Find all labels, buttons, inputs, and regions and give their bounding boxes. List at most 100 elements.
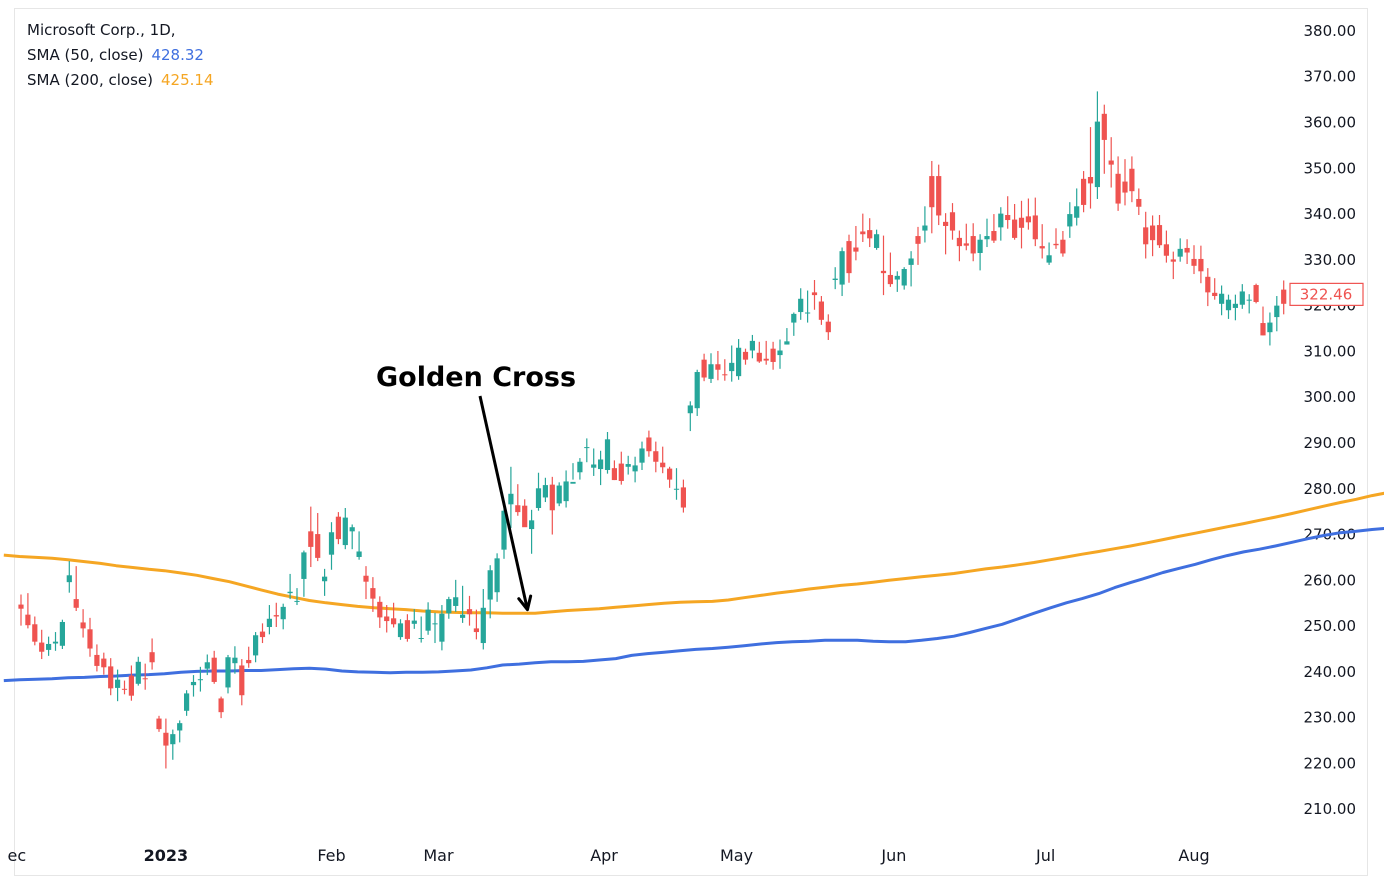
candle-body	[1205, 276, 1211, 293]
candle-body	[1129, 168, 1135, 192]
candle-body	[653, 451, 659, 462]
candle-body	[984, 236, 990, 240]
candle-body	[18, 604, 24, 609]
candle-body	[1156, 225, 1163, 246]
candle-body	[549, 484, 555, 511]
y-tick-label: 220.00	[1304, 754, 1357, 772]
candle-body	[591, 464, 597, 468]
candle-body	[956, 237, 962, 247]
candle-body	[342, 517, 348, 546]
candle-body	[315, 534, 321, 558]
legend: Microsoft Corp., 1D, SMA (50, close) 428.…	[27, 18, 214, 93]
candle-body	[80, 622, 86, 629]
candle-body	[894, 275, 900, 280]
candle-body	[259, 631, 266, 638]
candle-body	[563, 481, 569, 502]
candle-body	[798, 298, 804, 313]
candle-body	[335, 516, 341, 540]
candle-body	[1074, 206, 1080, 218]
candle-body	[108, 666, 114, 689]
candle-body	[839, 251, 845, 285]
candle-body	[52, 641, 59, 644]
candle-body	[190, 681, 197, 686]
candle-body	[363, 575, 369, 582]
candle-body	[149, 652, 155, 663]
candle-body	[1081, 178, 1087, 205]
candle-body	[715, 364, 721, 370]
candle-body	[1115, 173, 1121, 204]
candle-body	[508, 493, 514, 505]
candle-body	[487, 570, 493, 600]
candle-body	[1177, 248, 1183, 257]
candle-body	[66, 575, 72, 583]
candle-body	[915, 236, 921, 244]
candle-body	[135, 661, 141, 684]
candle-body	[1060, 239, 1066, 254]
candle-body	[846, 241, 852, 274]
candle-body	[142, 678, 148, 680]
candle-body	[1012, 219, 1018, 238]
candle-body	[1253, 285, 1259, 302]
legend-sma50-label: SMA (50, close)	[27, 46, 144, 64]
candle-body	[673, 488, 680, 490]
candle-body	[156, 718, 162, 730]
candle-body	[460, 614, 466, 618]
candle-body	[763, 358, 769, 361]
candle-body	[598, 459, 604, 470]
y-tick-label: 330.00	[1304, 251, 1357, 269]
candle-body	[874, 234, 880, 248]
candle-body	[867, 230, 873, 239]
candle-body	[501, 510, 507, 550]
candle-body	[446, 599, 452, 614]
candle-body	[25, 614, 31, 626]
candle-body	[225, 657, 231, 688]
candle-body	[611, 468, 617, 481]
candle-body	[646, 437, 652, 452]
candle-body	[1046, 255, 1052, 263]
candle-body	[1212, 292, 1218, 297]
candle-body	[1108, 160, 1114, 165]
x-tick-label: Aug	[1178, 846, 1209, 865]
candle-body	[818, 301, 824, 320]
y-tick-label: 280.00	[1304, 480, 1357, 498]
candle-body	[660, 462, 666, 468]
legend-symbol: Microsoft Corp., 1D,	[27, 21, 176, 39]
candle-body	[770, 348, 776, 362]
candle-body	[170, 734, 176, 745]
candle-body	[970, 236, 976, 254]
candle-body	[687, 405, 693, 414]
candle-body	[680, 487, 686, 508]
y-tick-label: 370.00	[1304, 68, 1357, 86]
annotation-label: Golden Cross	[376, 362, 576, 393]
legend-sma50-value: 428.32	[151, 46, 204, 64]
candle-body	[1219, 293, 1225, 304]
y-tick-label: 310.00	[1304, 342, 1357, 360]
candle-body	[618, 463, 624, 481]
candle-body	[1239, 291, 1245, 305]
candle-body	[708, 364, 714, 379]
candle-body	[1039, 246, 1045, 249]
candle-body	[46, 643, 52, 650]
candle-body	[722, 374, 728, 376]
candle-body	[1225, 299, 1232, 311]
candle-body	[998, 213, 1004, 228]
candle-body	[977, 239, 983, 253]
candle-body	[1067, 214, 1073, 227]
candle-body	[432, 623, 438, 625]
candle-body	[211, 657, 217, 682]
candle-body	[425, 609, 431, 631]
y-tick-label: 210.00	[1304, 800, 1357, 818]
candle-body	[542, 485, 548, 498]
candle-body	[908, 258, 914, 265]
candle-body	[1260, 323, 1266, 336]
x-tick-label: Feb	[317, 846, 345, 865]
candle-body	[94, 654, 100, 666]
candle-body	[115, 679, 121, 688]
candle-body	[667, 468, 673, 480]
candle-body	[860, 231, 866, 235]
candle-body	[453, 597, 459, 606]
candle-body	[218, 698, 224, 713]
candle-body	[397, 623, 404, 638]
candle-body	[1198, 258, 1204, 272]
